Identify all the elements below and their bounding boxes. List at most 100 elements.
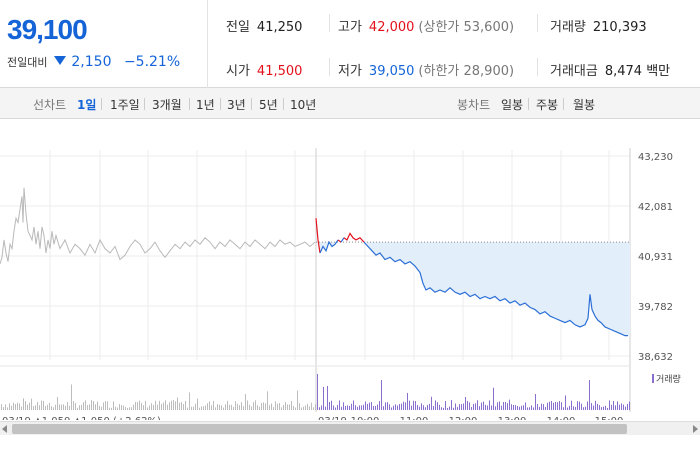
volume-bar [583, 407, 584, 410]
volume-bar [223, 407, 224, 410]
period-1y[interactable]: 1년 [196, 98, 215, 112]
volume-bar [533, 407, 534, 410]
volume-bar [167, 404, 168, 410]
volume-bar [611, 404, 612, 410]
volume-bar [87, 405, 88, 410]
volume-bar [627, 403, 628, 410]
divider [537, 58, 538, 76]
volume-bar [247, 400, 248, 410]
volume-bar [331, 400, 332, 410]
volume-bar [1, 404, 2, 410]
legend-label: 거래량 [656, 375, 681, 385]
change-amount: 2,150 [71, 54, 112, 70]
quote-high: 고가 42,000 (상한가 53,600) [338, 16, 514, 35]
prev-day-price-line [0, 187, 316, 265]
volume-bar [539, 406, 540, 410]
volume-bar [145, 400, 146, 410]
volume-bar [311, 402, 312, 410]
period-3m[interactable]: 3개월 [152, 98, 182, 112]
quote-header: 39,100 전일대비 2,150 −5.21% 전일 41,250 고가 42,0… [0, 0, 700, 88]
volume-bar [619, 404, 620, 410]
volume-bar [475, 403, 476, 410]
volume-bar [625, 406, 626, 410]
volume-bars [0, 365, 630, 410]
volume-bar [399, 404, 400, 410]
volume-bar [147, 407, 148, 410]
volume-bar [553, 402, 554, 410]
period-1d[interactable]: 1일 [77, 98, 97, 112]
volume-bar [285, 401, 286, 410]
candle-daily[interactable]: 일봉 [501, 98, 524, 112]
volume-bar [163, 402, 164, 410]
volume-bar [509, 399, 510, 410]
volume-bar [251, 406, 252, 410]
volume-bar [343, 402, 344, 410]
volume-bar [65, 405, 66, 410]
volume-bar [573, 406, 574, 410]
volume-bar [601, 407, 602, 410]
volume-bar [153, 404, 154, 410]
volume-bar [19, 403, 20, 410]
volume-bar [537, 403, 538, 410]
scroll-left-icon[interactable] [2, 425, 7, 433]
volume-bar [11, 405, 12, 410]
volume-bar [535, 394, 536, 410]
volume-bar [603, 406, 604, 410]
volume-bar [199, 407, 200, 410]
y-tick-label: 39,782 [638, 302, 673, 313]
y-axis: 43,230 42,081 40,931 39,782 38,632 [638, 152, 673, 363]
volume-bar [531, 405, 532, 410]
volume-bar [203, 406, 204, 410]
period-3y[interactable]: 3년 [227, 98, 246, 112]
volume-bar [273, 407, 274, 410]
today-price-line [337, 239, 342, 243]
volume-bar [99, 405, 100, 410]
volume-bar [501, 405, 502, 410]
volume-bar [373, 405, 374, 410]
scroll-thumb[interactable] [12, 424, 627, 434]
volume-bar [437, 402, 438, 410]
volume-bar [255, 400, 256, 410]
volume-bar [237, 403, 238, 410]
period-10y[interactable]: 10년 [290, 98, 317, 112]
volume-bar [149, 405, 150, 410]
volume-bar [59, 404, 60, 410]
quote-value: 8,474 백만 [604, 64, 671, 79]
volume-bar [597, 403, 598, 410]
volume-bar [107, 401, 108, 410]
volume-bar [13, 402, 14, 410]
quote-label: 저가 [338, 64, 362, 79]
candle-monthly[interactable]: 월봉 [573, 98, 596, 112]
volume-bar [43, 400, 44, 410]
volume-bar [375, 405, 376, 410]
volume-bar [349, 405, 350, 410]
volume-bar [517, 406, 518, 410]
scroll-right-icon[interactable] [693, 425, 698, 433]
volume-bar [325, 406, 326, 410]
volume-bar [495, 406, 496, 410]
volume-bar [507, 403, 508, 410]
volume-bar [67, 402, 68, 410]
volume-bar [71, 384, 72, 410]
volume-bar [49, 402, 50, 410]
x-axis: 10:00 11:00 12:00 13:00 14:00 15:00 03/19 ▲1,0… [2, 416, 623, 420]
chart-scrollbar[interactable] [0, 421, 700, 435]
volume-bar [111, 407, 112, 410]
y-tick-label: 40,931 [638, 252, 673, 263]
volume-bar [449, 406, 450, 410]
volume-bar [245, 394, 246, 410]
candle-chart-label: 봉차트 [457, 98, 491, 112]
volume-bar [225, 404, 226, 410]
volume-bar [561, 402, 562, 410]
volume-bar [27, 404, 28, 410]
volume-bar [425, 407, 426, 410]
candle-weekly[interactable]: 주봉 [536, 98, 559, 112]
volume-bar [191, 406, 192, 410]
volume-bar [347, 405, 348, 410]
period-5y[interactable]: 5년 [259, 98, 278, 112]
volume-bar [211, 405, 212, 410]
volume-bar [503, 401, 504, 410]
volume-bar [521, 405, 522, 410]
volume-bar [267, 391, 268, 410]
period-1w[interactable]: 1주일 [110, 98, 140, 112]
